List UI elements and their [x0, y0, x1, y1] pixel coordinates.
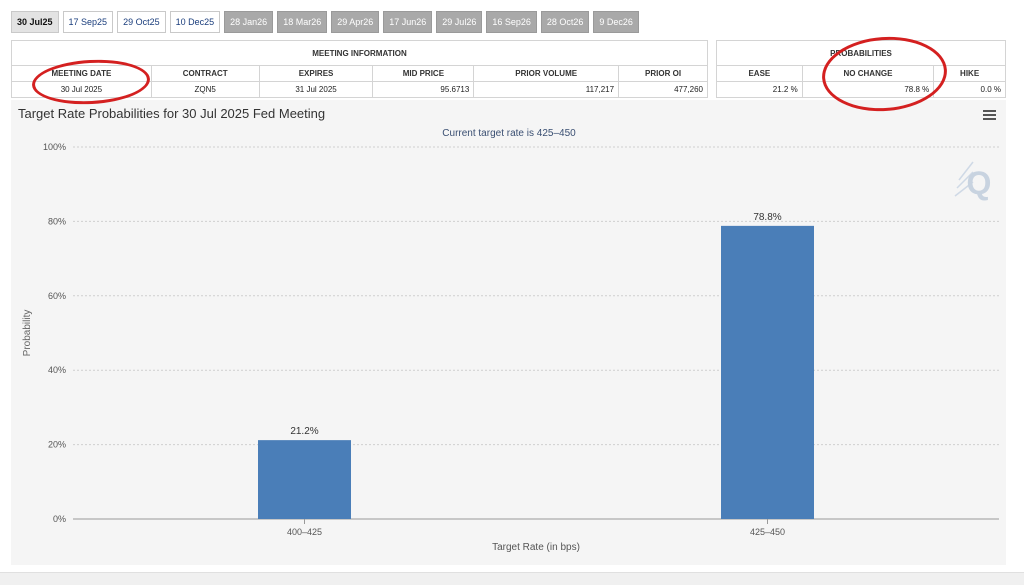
bar-data-label: 21.2% — [290, 426, 318, 437]
meeting-date-value: 30 Jul 2025 — [11, 81, 152, 98]
y-tick-label: 40% — [48, 365, 66, 375]
tab-9-dec26[interactable]: 9 Dec26 — [593, 11, 639, 33]
meeting-date-header: MEETING DATE — [11, 65, 152, 82]
tab-29-jul26[interactable]: 29 Jul26 — [436, 11, 483, 33]
y-axis-label: Probability — [22, 310, 33, 357]
chart-panel: Target Rate Probabilities for 30 Jul 202… — [11, 100, 1006, 565]
contract-value: ZQN5 — [150, 81, 260, 98]
x-axis-ticks: 400–425 425–450 — [287, 519, 785, 537]
hike-value: 0.0 % — [933, 81, 1006, 98]
mid-price-value: 95.6713 — [372, 81, 475, 98]
expires-value: 31 Jul 2025 — [258, 81, 374, 98]
chart-gridlines — [73, 146, 999, 520]
ease-value: 21.2 % — [716, 81, 803, 98]
x-tick-label: 400–425 — [287, 527, 322, 537]
tab-18-mar26[interactable]: 18 Mar26 — [277, 11, 328, 33]
no-change-header: NO CHANGE — [801, 65, 935, 82]
y-tick-label: 100% — [43, 142, 66, 152]
tab-17-jun26[interactable]: 17 Jun26 — [383, 11, 433, 33]
bar[interactable] — [721, 225, 814, 519]
tab-30-jul25[interactable]: 30 Jul25 — [11, 11, 59, 33]
hamburger-menu-icon[interactable] — [983, 110, 996, 120]
chart-subtitle: Current target rate is 425–450 — [442, 128, 576, 139]
tab-28-jan26[interactable]: 28 Jan26 — [224, 11, 274, 33]
probability-bar-chart: Target Rate Probabilities for 30 Jul 202… — [18, 106, 999, 553]
y-tick-label: 0% — [53, 514, 66, 524]
no-change-value: 78.8 % — [801, 81, 935, 98]
bar[interactable] — [258, 440, 351, 519]
x-axis-label: Target Rate (in bps) — [492, 542, 580, 553]
bar-data-label: 78.8% — [753, 212, 781, 223]
prior-oi-value: 477,260 — [618, 81, 708, 98]
y-tick-label: 60% — [48, 291, 66, 301]
tab-29-oct25[interactable]: 29 Oct25 — [117, 11, 166, 33]
hike-header: HIKE — [933, 65, 1006, 82]
chart-bars: 21.2% 78.8% — [258, 212, 814, 519]
meeting-date-tabs: 30 Jul25 17 Sep25 29 Oct25 10 Dec25 28 Jan26… — [11, 11, 639, 33]
prior-volume-header: PRIOR VOLUME — [473, 65, 620, 82]
x-tick-label: 425–450 — [750, 527, 785, 537]
prior-volume-value: 117,217 — [473, 81, 620, 98]
prior-oi-header: PRIOR OI — [618, 65, 708, 82]
contract-header: CONTRACT — [150, 65, 260, 82]
q-logo-watermark: Q — [954, 161, 992, 201]
bottom-strip — [0, 572, 1024, 585]
tab-28-oct26[interactable]: 28 Oct26 — [540, 11, 590, 33]
y-tick-label: 80% — [48, 216, 66, 226]
tab-16-sep26[interactable]: 16 Sep26 — [486, 11, 537, 33]
tab-17-sep25[interactable]: 17 Sep25 — [62, 11, 114, 33]
probabilities-heading: PROBABILITIES — [716, 40, 1006, 66]
tab-29-apr26[interactable]: 29 Apr26 — [331, 11, 380, 33]
mid-price-header: MID PRICE — [372, 65, 475, 82]
tab-10-dec25[interactable]: 10 Dec25 — [169, 11, 221, 33]
meeting-information-heading: MEETING INFORMATION — [11, 40, 708, 66]
watermark-letter: Q — [967, 165, 992, 201]
expires-header: EXPIRES — [258, 65, 374, 82]
meeting-information-table: MEETING INFORMATION MEETING DATE CONTRAC… — [11, 40, 708, 98]
y-tick-label: 20% — [48, 440, 66, 450]
y-axis-ticks: 0% 20% 40% 60% 80% 100% — [43, 142, 66, 524]
chart-title: Target Rate Probabilities for 30 Jul 202… — [18, 106, 325, 121]
ease-header: EASE — [716, 65, 803, 82]
probabilities-table: PROBABILITIES EASE NO CHANGE HIKE 21.2 %… — [716, 40, 1006, 98]
